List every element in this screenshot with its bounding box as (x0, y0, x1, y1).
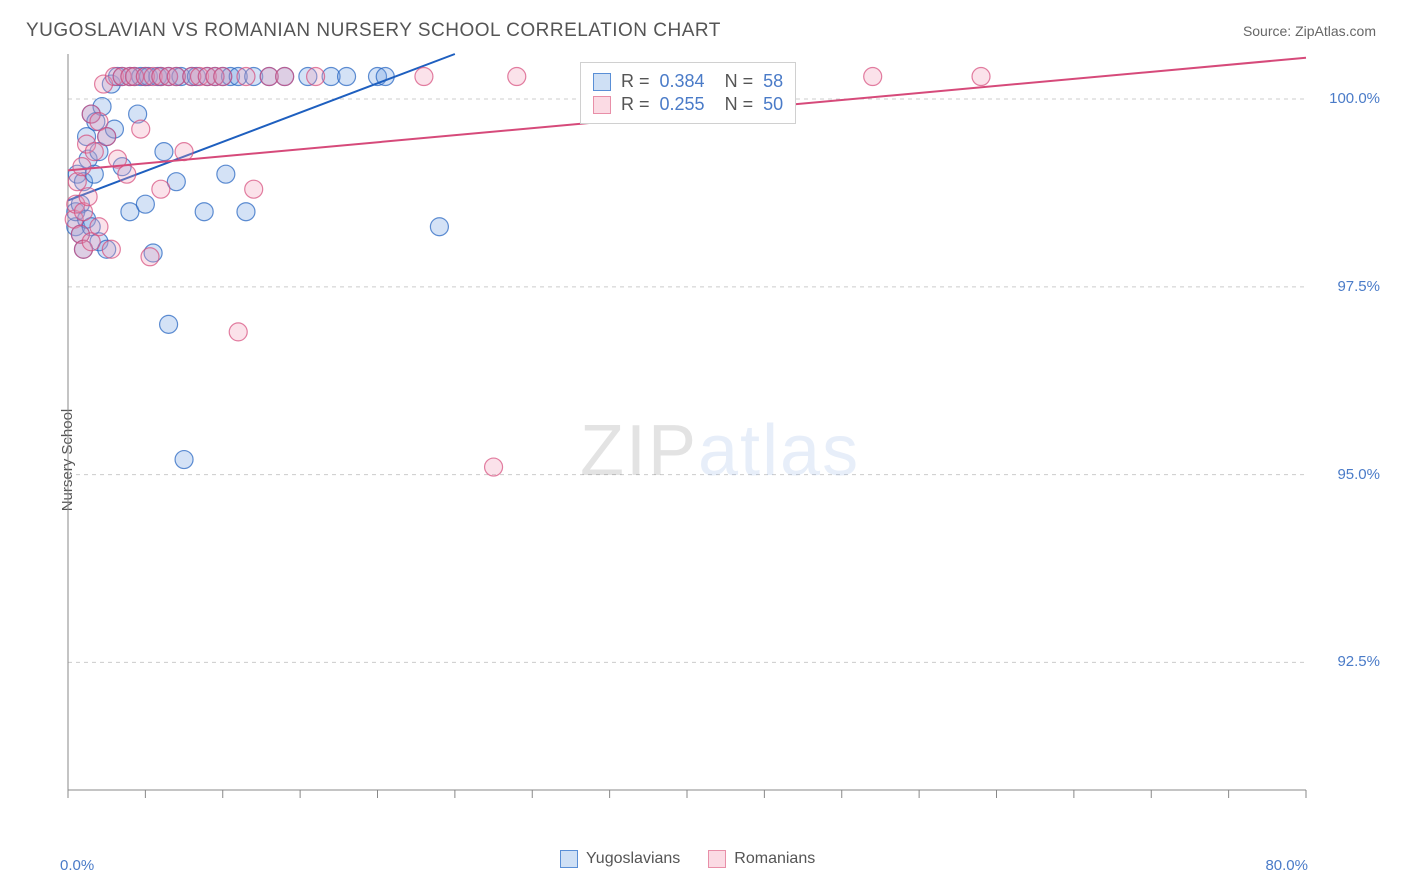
stats-r-value-romanians: 0.255 (660, 94, 705, 115)
stats-n-label: N = (725, 94, 754, 115)
legend-swatch-romanians (708, 850, 726, 868)
series-legend: Yugoslavians Romanians (560, 850, 815, 868)
x-axis-min-label: 0.0% (60, 857, 94, 874)
legend-swatch-romanians (593, 96, 611, 114)
stats-r-label: R = (621, 94, 650, 115)
legend-item-yugoslavians: Yugoslavians (560, 850, 680, 868)
source-attribution: Source: ZipAtlas.com (1243, 23, 1376, 39)
chart-title: YUGOSLAVIAN VS ROMANIAN NURSERY SCHOOL C… (26, 20, 721, 42)
y-tick-label: 92.5% (1337, 653, 1380, 670)
stats-row-yugoslavians: R = 0.384 N = 58 (593, 71, 783, 92)
stats-n-label: N = (725, 71, 754, 92)
stats-r-label: R = (621, 71, 650, 92)
x-axis-max-label: 80.0% (1265, 857, 1308, 874)
y-tick-label: 97.5% (1337, 278, 1380, 295)
legend-swatch-yugoslavians (593, 73, 611, 91)
legend-label-yugoslavians: Yugoslavians (586, 850, 680, 868)
y-tick-label: 95.0% (1337, 466, 1380, 483)
legend-label-romanians: Romanians (734, 850, 815, 868)
stats-r-value-yugoslavians: 0.384 (660, 71, 705, 92)
legend-item-romanians: Romanians (708, 850, 815, 868)
y-tick-label: 100.0% (1329, 90, 1380, 107)
stats-row-romanians: R = 0.255 N = 50 (593, 94, 783, 115)
stats-n-value-yugoslavians: 58 (763, 71, 783, 92)
stats-n-value-romanians: 50 (763, 94, 783, 115)
chart-container: Nursery School 100.0%97.5%95.0%92.5% 0.0… (20, 50, 1386, 870)
scatter-chart (20, 50, 1386, 870)
legend-swatch-yugoslavians (560, 850, 578, 868)
correlation-stats-box: R = 0.384 N = 58 R = 0.255 N = 50 (580, 62, 796, 124)
